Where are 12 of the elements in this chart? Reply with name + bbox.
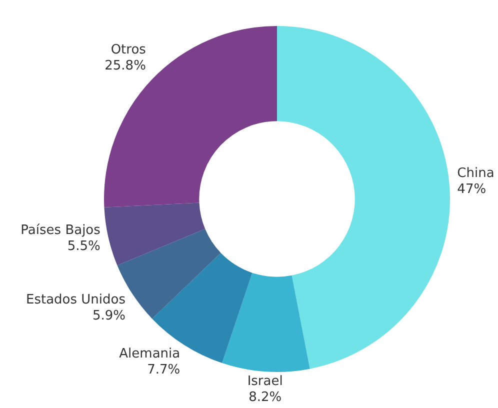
slice-label: Estados Unidos [26,292,126,308]
slice-label: China [457,166,494,182]
slice-label: Países Bajos [20,223,101,238]
slice-label: Otros [110,42,146,58]
data-label: 5.5% [67,239,100,254]
data-label: 25.8% [104,58,146,74]
data-label: 7.7% [147,362,180,378]
slice-label: Israel [247,374,283,389]
data-label: 47% [457,182,486,198]
data-label: 8.2% [248,390,282,405]
slice-label: Alemania [119,346,180,362]
data-label: 5.9% [92,308,126,324]
